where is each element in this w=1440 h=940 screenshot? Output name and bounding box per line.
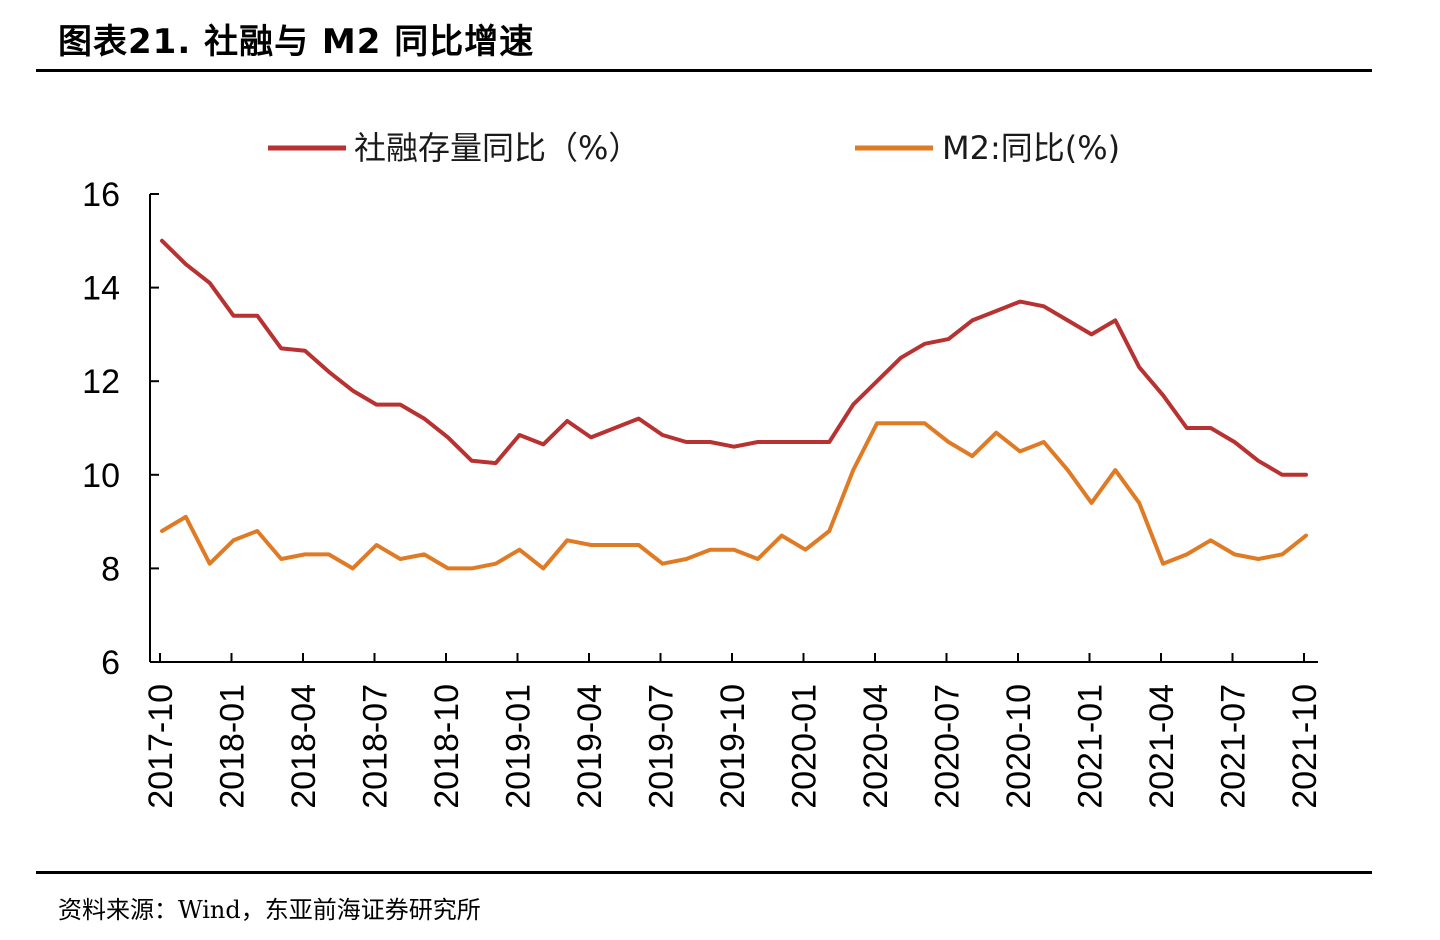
x-tick-label: 2018-07: [357, 684, 395, 809]
source-rule: [36, 871, 1372, 874]
series-group: [160, 238, 1308, 571]
legend-label: M2:同比(%): [942, 129, 1120, 167]
x-tick-label: 2017-10: [142, 684, 180, 809]
y-tick-label: 12: [82, 363, 120, 401]
axes: 6 8 10 12 14 16 2017-10 2018-01 2018-04 2018-07 20…: [82, 176, 1324, 809]
x-tick-label: 2020-04: [857, 684, 895, 809]
series-line-m2: [160, 421, 1308, 571]
figure-title: 图表21. 社融与 M2 同比增速: [58, 22, 535, 62]
x-tick-label: 2021-07: [1215, 684, 1253, 809]
legend-label: 社融存量同比（%）: [354, 129, 640, 167]
x-tick-label: 2021-01: [1072, 684, 1110, 809]
y-tick-label: 16: [82, 176, 120, 214]
legend: 社融存量同比（%） M2:同比(%): [268, 129, 1120, 167]
x-tick-label: 2020-01: [786, 684, 824, 809]
x-tick-label: 2019-04: [571, 684, 609, 809]
x-tick-label: 2021-04: [1143, 684, 1181, 809]
y-tick-label: 10: [82, 457, 120, 495]
x-tick-label: 2020-07: [929, 684, 967, 809]
x-tick-label: 2018-10: [428, 684, 466, 809]
x-tick-label: 2019-01: [500, 684, 538, 809]
series-line-social-financing: [160, 238, 1308, 477]
y-tick-label: 6: [101, 644, 120, 682]
x-tick-label: 2021-10: [1286, 684, 1324, 809]
x-tick-label: 2019-10: [714, 684, 752, 809]
source-note: 资料来源：Wind，东亚前海证券研究所: [58, 896, 481, 924]
y-tick-label: 14: [82, 270, 120, 308]
x-tick-label: 2020-10: [1000, 684, 1038, 809]
y-tick-label: 8: [101, 550, 120, 588]
title-rule: [36, 69, 1372, 72]
x-tick-label: 2018-04: [285, 684, 323, 809]
x-tick-label: 2018-01: [214, 684, 252, 809]
x-tick-label: 2019-07: [643, 684, 681, 809]
